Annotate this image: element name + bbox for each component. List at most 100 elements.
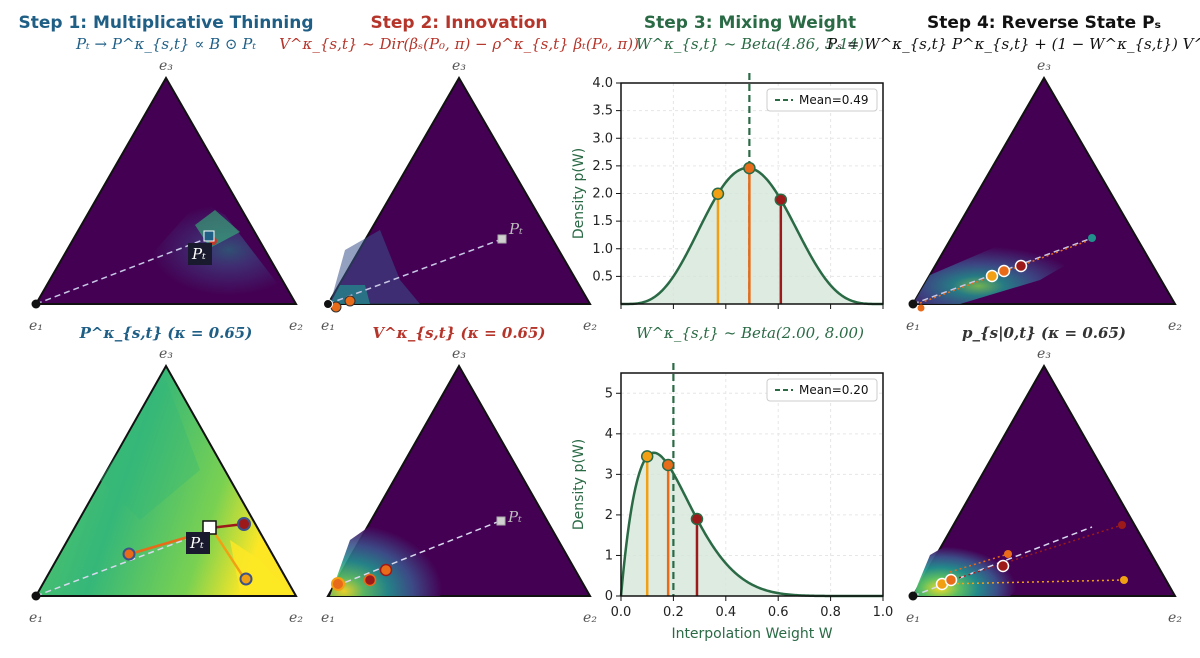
density-area xyxy=(621,452,883,596)
sample-point xyxy=(122,547,136,561)
sample-point xyxy=(711,187,725,201)
y-tick-label: 1.0 xyxy=(592,242,613,257)
sample-point xyxy=(690,512,704,526)
pt-marker xyxy=(203,230,215,242)
simplex-row1-col2: Pₜ e₃ e₁ e₂ xyxy=(321,58,597,334)
sample-point xyxy=(997,264,1011,278)
step3-title: Step 3: Mixing Weight xyxy=(644,13,856,33)
pt-label: Pₜ xyxy=(508,220,523,238)
y-tick-label: 0.5 xyxy=(592,269,613,284)
y-tick-label: 0 xyxy=(605,589,613,604)
legend-box xyxy=(766,88,878,112)
simplex-triangle xyxy=(911,76,1177,305)
vertex-e1-label: e₁ xyxy=(906,610,920,626)
sample-point xyxy=(996,559,1010,573)
plot-frame xyxy=(620,372,884,597)
y-tick-label: 4.0 xyxy=(592,76,613,91)
sample-point xyxy=(1118,521,1126,529)
trajectory-line xyxy=(941,579,1125,585)
sample-point xyxy=(1014,259,1028,273)
y-tick-label: 3.5 xyxy=(592,104,613,119)
vertex-e1-label: e₁ xyxy=(906,318,920,334)
pt-label-box xyxy=(188,243,212,265)
step2-equation: V^κ_{s,t} ~ Dir(βₛ(P₀, π) − ρ^κ_{s,t} βₜ… xyxy=(279,35,639,53)
sample-point xyxy=(239,572,253,586)
sample-point xyxy=(743,161,756,175)
y-axis-label: Density p(W) xyxy=(571,439,587,530)
y-tick-label: 5 xyxy=(605,386,613,401)
vertex-e1-label: e₁ xyxy=(29,318,43,334)
vertex-e2-label: e₂ xyxy=(583,318,597,334)
vertex-e1-dot xyxy=(323,299,333,309)
simplex-row2-col4: e₃ e₁ e₂ xyxy=(906,346,1182,626)
sample-point xyxy=(917,304,925,312)
vertex-e2-label: e₂ xyxy=(583,610,597,626)
sample-point xyxy=(985,269,999,283)
vertex-e2-label: e₂ xyxy=(1168,610,1182,626)
sample-point xyxy=(944,573,958,587)
trajectory-line xyxy=(327,238,503,305)
y-tick-label: 1.5 xyxy=(592,214,613,229)
y-tick-label: 2.0 xyxy=(592,187,613,202)
density-contour xyxy=(330,500,470,596)
vertex-e1-label: e₁ xyxy=(321,610,335,626)
pt-marker xyxy=(496,516,506,526)
x-tick-label: 0.2 xyxy=(663,605,684,620)
trajectory-line xyxy=(939,524,1123,585)
vertex-e1-dot xyxy=(908,299,918,309)
y-tick-label: 4 xyxy=(605,427,613,442)
y-tick-label: 2.5 xyxy=(592,159,613,174)
pt-marker xyxy=(497,234,507,244)
legend-label: Mean=0.20 xyxy=(799,383,868,397)
sample-point xyxy=(774,193,788,206)
simplex-row2-col1: Pₜ e₃ e₁ e₂ xyxy=(29,346,303,626)
density-area xyxy=(621,167,883,304)
legend-box xyxy=(766,378,878,402)
sample-point xyxy=(344,295,356,307)
step4-equation: Pₛ = W^κ_{s,t} P^κ_{s,t} + (1 − W^κ_{s,t… xyxy=(826,35,1200,53)
sample-point xyxy=(237,517,251,531)
row2-col3-title: W^κ_{s,t} ~ Beta(2.00, 8.00) xyxy=(636,324,864,342)
legend-label: Mean=0.49 xyxy=(799,93,868,107)
vertex-e3-label: e₃ xyxy=(159,58,173,74)
row2-col2-title: V^κ_{s,t} (κ = 0.65) xyxy=(372,324,545,342)
sample-point xyxy=(1120,576,1128,584)
step2-title: Step 2: Innovation xyxy=(370,13,547,33)
step1-title: Step 1: Multiplicative Thinning xyxy=(18,13,313,33)
sample-point xyxy=(1004,550,1012,558)
pt-label: Pₜ xyxy=(191,245,206,263)
x-tick-label: 0.4 xyxy=(715,605,736,620)
vertex-e1-dot xyxy=(908,591,918,601)
vertex-e2-label: e₂ xyxy=(289,610,303,626)
beta-chart-bottom: 0 1 2 3 4 5 0.0 0.2 0.4 0.6 0.8 1.0 Density p(W) Inte… xyxy=(571,363,893,642)
vertex-e2-label: e₂ xyxy=(1168,318,1182,334)
density-contour xyxy=(100,380,200,520)
vertex-e1-dot xyxy=(31,299,41,309)
x-tick-label: 0.6 xyxy=(768,605,789,620)
vertex-e3-label: e₃ xyxy=(1037,346,1051,362)
vertex-e1-label: e₁ xyxy=(29,610,43,626)
pt-label: Pₜ xyxy=(189,534,204,552)
row2-col1-title: P^κ_{s,t} (κ = 0.65) xyxy=(79,324,253,342)
step3-equation: W^κ_{s,t} ~ Beta(4.86, 5.14) xyxy=(636,35,864,53)
simplex-row2-col2: Pₜ e₃ e₁ e₂ xyxy=(321,346,597,626)
y-tick-label: 1 xyxy=(605,548,613,563)
x-axis-label: Interpolation Weight W xyxy=(671,626,832,642)
sample-point xyxy=(661,458,675,472)
vertex-e3-label: e₃ xyxy=(159,346,173,362)
y-axis-label: Density p(W) xyxy=(571,148,587,239)
x-tick-label: 1.0 xyxy=(873,605,894,620)
trajectory-line xyxy=(949,553,1009,573)
pt-label-box xyxy=(186,532,210,554)
simplex-row1-col4: e₃ e₁ e₂ xyxy=(906,58,1182,334)
sample-point xyxy=(379,563,393,577)
simplex-triangle xyxy=(326,76,592,305)
trajectory-line xyxy=(35,531,206,597)
sample-point xyxy=(640,450,654,463)
y-tick-label: 2 xyxy=(605,508,613,523)
vertex-e3-label: e₃ xyxy=(1037,58,1051,74)
vertex-e3-label: e₃ xyxy=(452,346,466,362)
vertex-e1-dot xyxy=(31,591,41,601)
sample-point xyxy=(363,573,377,587)
